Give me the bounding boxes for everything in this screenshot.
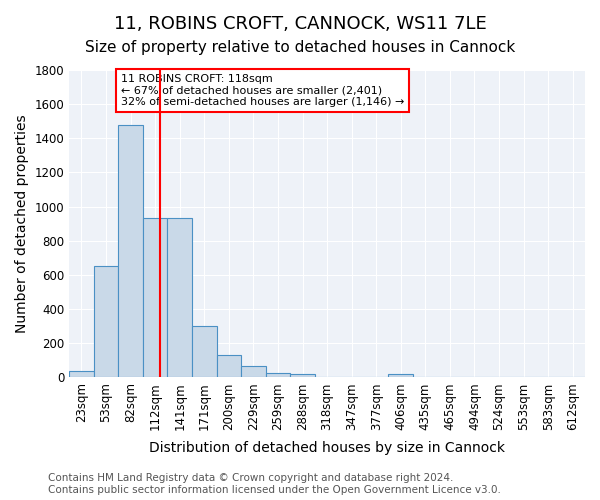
Bar (69, 372, 94, 378)
Text: Contains HM Land Registry data © Crown copyright and database right 2024.
Contai: Contains HM Land Registry data © Crown c… (48, 474, 501, 495)
Text: 11 ROBINS CROFT: 118sqm
← 67% of detached houses are smaller (2,401)
32% of semi: 11 ROBINS CROFT: 118sqm ← 67% of detache… (121, 74, 404, 107)
Bar (192, 326, 217, 378)
Bar (340, 376, 364, 378)
Bar (217, 355, 241, 378)
Bar (241, 366, 266, 378)
Text: 11, ROBINS CROFT, CANNOCK, WS11 7LE: 11, ROBINS CROFT, CANNOCK, WS11 7LE (113, 15, 487, 33)
X-axis label: Distribution of detached houses by size in Cannock: Distribution of detached houses by size … (149, 441, 505, 455)
Bar (94, 266, 118, 378)
Bar (118, 124, 143, 378)
Bar (167, 218, 192, 378)
Bar (290, 374, 315, 378)
Text: Size of property relative to detached houses in Cannock: Size of property relative to detached ho… (85, 40, 515, 55)
Bar (143, 218, 167, 378)
Bar (266, 373, 290, 378)
Bar (364, 376, 388, 378)
Bar (315, 376, 340, 378)
Y-axis label: Number of detached properties: Number of detached properties (15, 114, 29, 333)
Bar (388, 374, 413, 378)
